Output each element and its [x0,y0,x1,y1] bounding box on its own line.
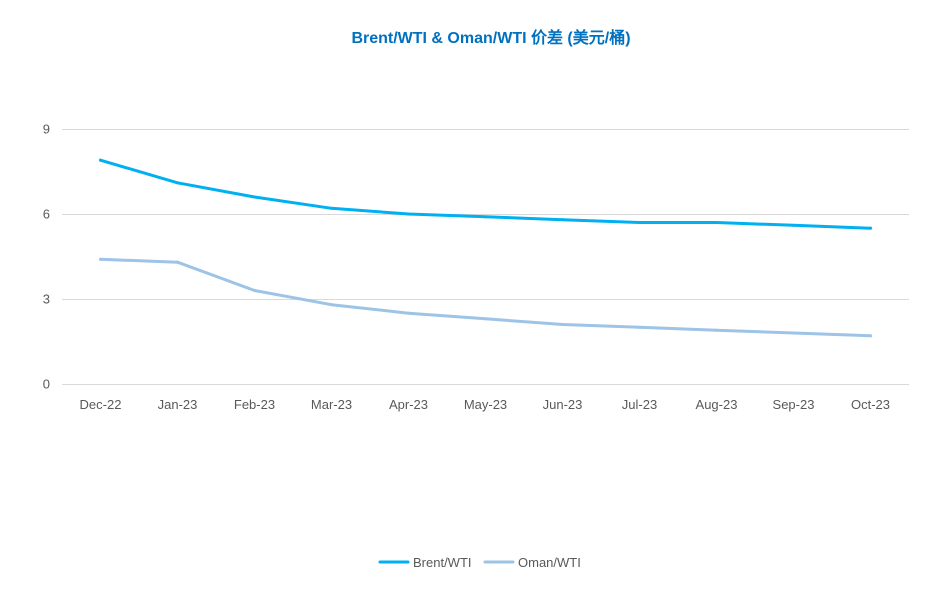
data-point-oman-wti [715,328,718,332]
series-line-oman-wti [99,257,872,338]
data-point-oman-wti [484,317,487,321]
legend-label-brent-wti: Brent/WTI [413,555,472,570]
x-tick-label: Jul-23 [622,397,657,412]
data-point-oman-wti [330,303,333,307]
series-brent-wti [99,158,872,230]
y-tick-label: 6 [43,207,50,222]
data-point-oman-wti [176,260,179,264]
x-tick-label: Oct-23 [851,397,890,412]
x-tick-label: Jan-23 [158,397,198,412]
data-point-oman-wti [407,311,410,315]
series-oman-wti [99,257,872,338]
x-tick-label: Dec-22 [80,397,122,412]
data-point-oman-wti [638,325,641,329]
data-point-oman-wti [792,331,795,335]
data-point-brent-wti [638,221,641,224]
data-point-oman-wti [253,289,256,292]
chart-title: Brent/WTI & Oman/WTI 价差 (美元/桶) [351,28,630,47]
data-point-brent-wti [484,215,487,219]
legend: Brent/WTI Oman/WTI [378,555,581,570]
x-axis: Dec-22 Jan-23 Feb-23 Mar-23 Apr-23 May-23 Jun-… [80,397,890,412]
data-point-brent-wti [407,212,410,216]
y-axis: 0 3 6 9 [43,122,50,392]
data-point-brent-wti [176,181,179,185]
data-point-brent-wti [715,221,718,224]
data-point-oman-wti [99,257,102,261]
gridlines [62,129,909,385]
data-point-brent-wti [253,195,256,199]
data-point-brent-wti [869,226,872,230]
x-tick-label: Mar-23 [311,397,352,412]
y-tick-label: 0 [43,377,50,392]
y-tick-label: 9 [43,122,50,137]
x-tick-label: Jun-23 [543,397,583,412]
legend-item-oman-wti: Oman/WTI [483,555,581,570]
x-tick-label: May-23 [464,397,507,412]
legend-label-oman-wti: Oman/WTI [518,555,581,570]
x-tick-label: Apr-23 [389,397,428,412]
y-tick-label: 3 [43,292,50,307]
x-tick-label: Sep-23 [773,397,815,412]
data-point-brent-wti [561,218,564,222]
data-point-brent-wti [330,206,333,210]
data-point-brent-wti [792,223,795,227]
x-tick-label: Feb-23 [234,397,275,412]
legend-item-brent-wti: Brent/WTI [378,555,472,570]
data-point-brent-wti [99,158,102,162]
data-point-oman-wti [561,323,564,326]
x-tick-label: Aug-23 [696,397,738,412]
series [99,158,872,338]
data-point-oman-wti [869,334,872,338]
